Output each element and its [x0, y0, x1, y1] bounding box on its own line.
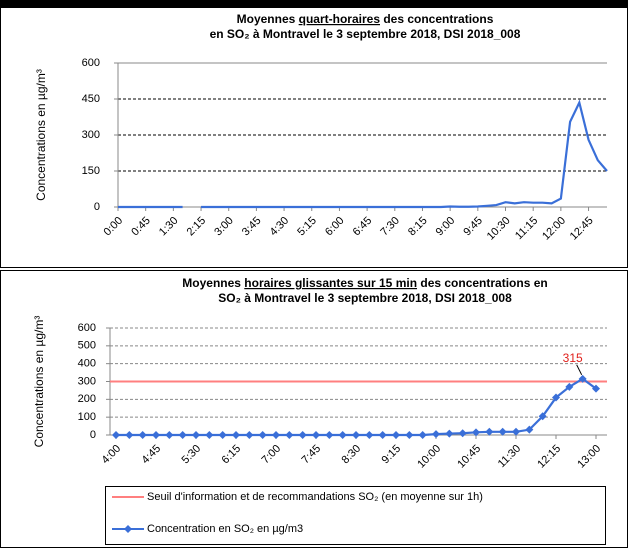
- title-part: Moyennes: [237, 12, 299, 26]
- title-part: SO₂ à Montravel le 3 septembre 2018, DSI…: [218, 291, 512, 305]
- y-tick-label: 0: [90, 429, 96, 441]
- marker: [325, 431, 334, 439]
- marker: [432, 430, 440, 439]
- annotation-arrow: [576, 364, 583, 376]
- legend-marker: [124, 525, 132, 533]
- y-tick-label: 400: [78, 358, 96, 370]
- marker: [245, 431, 254, 439]
- marker: [285, 431, 294, 439]
- legend-box: [105, 486, 606, 545]
- marker: [392, 431, 400, 439]
- marker: [165, 431, 174, 439]
- y-tick-label: 0: [94, 201, 100, 213]
- marker: [112, 431, 120, 439]
- marker: [445, 429, 454, 438]
- chart-title: SO₂ à Montravel le 3 septembre 2018, DSI…: [218, 291, 512, 305]
- y-axis-title: Concentrations en µg/m³: [34, 69, 48, 201]
- legend-label: Seuil d'information et de recommandation…: [147, 491, 483, 503]
- marker: [205, 431, 214, 439]
- y-tick-label: 300: [82, 129, 100, 141]
- y-tick-label: 600: [78, 322, 96, 334]
- title-part: horaires glissantes sur 15 min: [244, 276, 417, 290]
- marker: [565, 382, 574, 391]
- title-part: Moyennes: [182, 276, 244, 290]
- title-part: des concentrations: [380, 12, 494, 26]
- marker: [552, 393, 560, 402]
- value-label: 315: [563, 351, 583, 365]
- title-part: quart-horaires: [299, 12, 381, 26]
- marker: [458, 429, 467, 438]
- y-tick-label: 200: [78, 393, 96, 405]
- series-line: [201, 99, 608, 209]
- y-tick-label: 100: [78, 411, 96, 423]
- y-tick-label: 450: [82, 93, 100, 105]
- y-tick-label: 500: [78, 340, 96, 352]
- marker: [192, 431, 200, 439]
- marker: [178, 431, 187, 439]
- marker: [218, 431, 227, 439]
- y-tick-label: 150: [82, 165, 100, 177]
- marker: [538, 412, 547, 421]
- marker: [525, 425, 534, 434]
- top-bar: [0, 0, 628, 7]
- legend-label: Concentration en SO₂ en µg/m3: [147, 523, 303, 535]
- marker: [152, 431, 160, 439]
- title-part: des concentrations en: [417, 276, 548, 290]
- marker: [498, 427, 507, 436]
- marker: [272, 431, 280, 439]
- marker: [338, 431, 347, 439]
- chart-title: en SO₂ à Montravel le 3 septembre 2018, …: [210, 27, 521, 41]
- marker: [418, 431, 427, 439]
- marker: [592, 384, 600, 393]
- y-tick-label: 600: [82, 57, 100, 69]
- marker: [125, 431, 134, 439]
- marker: [512, 427, 520, 436]
- marker: [258, 431, 267, 439]
- chart-title: Moyennes horaires glissantes sur 15 min …: [182, 276, 547, 290]
- title-part: en SO₂ à Montravel le 3 septembre 2018, …: [210, 27, 521, 41]
- y-tick-label: 300: [78, 375, 96, 387]
- marker: [485, 427, 494, 436]
- marker: [405, 431, 414, 439]
- marker: [138, 431, 147, 439]
- marker: [472, 428, 480, 437]
- marker: [298, 431, 307, 439]
- marker: [352, 431, 360, 439]
- marker: [232, 431, 240, 439]
- marker: [365, 431, 374, 439]
- marker: [312, 431, 320, 439]
- chart-title: Moyennes quart-horaires des concentratio…: [237, 12, 494, 26]
- marker: [378, 431, 387, 439]
- marker: [578, 374, 587, 383]
- y-axis-title: Concentrations en µg/m³: [32, 316, 46, 448]
